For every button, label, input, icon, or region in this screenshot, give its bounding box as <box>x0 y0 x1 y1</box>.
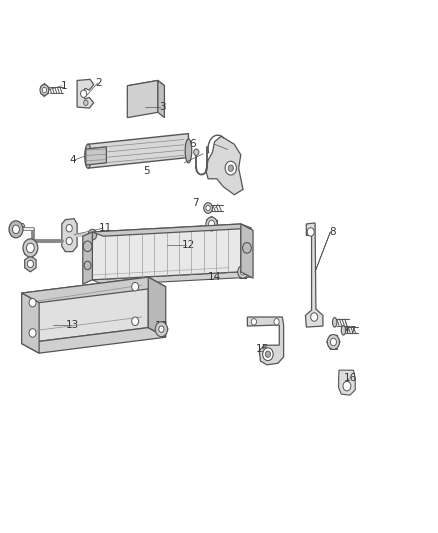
Polygon shape <box>21 277 166 303</box>
Circle shape <box>206 205 210 211</box>
Polygon shape <box>62 219 77 252</box>
Circle shape <box>84 100 88 106</box>
Polygon shape <box>305 223 323 327</box>
Polygon shape <box>92 224 252 236</box>
Circle shape <box>12 225 19 233</box>
Circle shape <box>194 149 199 156</box>
Ellipse shape <box>341 326 346 335</box>
Ellipse shape <box>85 144 91 168</box>
Text: 17: 17 <box>343 326 357 336</box>
Circle shape <box>343 381 351 391</box>
Circle shape <box>155 322 167 337</box>
Polygon shape <box>83 232 92 284</box>
Polygon shape <box>77 79 94 108</box>
Circle shape <box>238 265 248 278</box>
Text: 9: 9 <box>18 223 25 233</box>
Circle shape <box>132 282 139 291</box>
Text: 3: 3 <box>159 102 166 112</box>
Circle shape <box>42 87 46 93</box>
Polygon shape <box>92 272 252 285</box>
Polygon shape <box>21 293 39 353</box>
Polygon shape <box>241 224 253 278</box>
Text: 5: 5 <box>144 166 150 176</box>
Circle shape <box>83 241 92 252</box>
Circle shape <box>27 260 33 268</box>
Circle shape <box>243 243 251 253</box>
Circle shape <box>40 85 49 95</box>
Circle shape <box>66 237 72 245</box>
Text: 7: 7 <box>192 198 198 208</box>
Ellipse shape <box>185 139 192 163</box>
Polygon shape <box>247 317 284 365</box>
Circle shape <box>225 161 237 175</box>
Polygon shape <box>31 282 141 334</box>
Circle shape <box>327 335 339 350</box>
Circle shape <box>330 338 336 346</box>
Polygon shape <box>92 224 241 280</box>
Text: 2: 2 <box>95 78 102 88</box>
Text: 8: 8 <box>329 227 336 237</box>
Polygon shape <box>127 80 158 118</box>
Polygon shape <box>86 147 106 165</box>
Circle shape <box>9 221 23 238</box>
Circle shape <box>208 220 215 228</box>
Polygon shape <box>158 80 164 118</box>
Polygon shape <box>25 256 36 272</box>
Ellipse shape <box>332 318 337 327</box>
Polygon shape <box>339 370 355 395</box>
Circle shape <box>84 261 91 270</box>
Circle shape <box>263 348 273 361</box>
Circle shape <box>251 319 257 325</box>
Text: 10: 10 <box>22 247 35 256</box>
Circle shape <box>311 313 318 321</box>
Polygon shape <box>148 277 166 337</box>
Circle shape <box>265 351 271 358</box>
Text: 4: 4 <box>69 155 76 165</box>
Circle shape <box>307 228 314 236</box>
Circle shape <box>274 319 279 325</box>
Polygon shape <box>21 328 166 353</box>
Circle shape <box>132 317 139 326</box>
Circle shape <box>66 224 72 232</box>
Text: 1: 1 <box>61 81 67 91</box>
Text: 11: 11 <box>99 223 112 233</box>
Circle shape <box>29 329 36 337</box>
Polygon shape <box>206 136 243 195</box>
Polygon shape <box>21 277 148 344</box>
Circle shape <box>204 203 212 213</box>
Circle shape <box>206 217 217 231</box>
Text: 13: 13 <box>66 320 79 330</box>
Text: 6: 6 <box>190 139 196 149</box>
Circle shape <box>88 229 97 240</box>
Circle shape <box>81 90 87 98</box>
Text: 16: 16 <box>343 373 357 383</box>
Text: 12: 12 <box>182 240 195 250</box>
Text: 15: 15 <box>256 344 269 354</box>
Text: 18: 18 <box>155 321 168 331</box>
Circle shape <box>23 239 38 257</box>
Circle shape <box>240 269 246 275</box>
Circle shape <box>159 326 164 333</box>
Polygon shape <box>127 80 164 91</box>
Polygon shape <box>88 134 188 168</box>
Text: 14: 14 <box>208 272 221 282</box>
Circle shape <box>29 298 36 307</box>
Circle shape <box>26 243 34 253</box>
Circle shape <box>228 165 233 171</box>
